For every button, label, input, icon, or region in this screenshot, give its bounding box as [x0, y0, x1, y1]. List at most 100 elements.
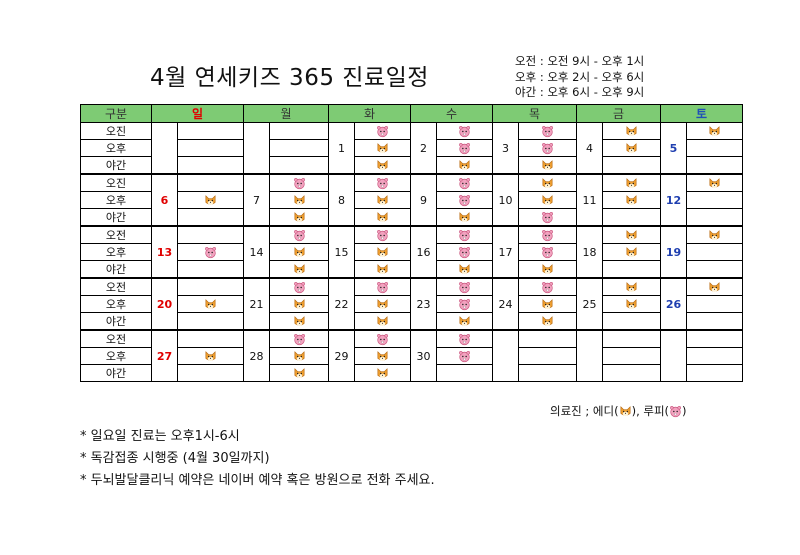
slot-cell	[686, 347, 743, 365]
eddy-fox-icon	[293, 367, 306, 380]
slot-cell	[518, 329, 577, 348]
slot-cell	[686, 277, 743, 296]
day-number	[576, 329, 603, 382]
week-3-row: 야간	[80, 260, 743, 279]
loopy-beaver-icon	[458, 350, 471, 363]
slot-cell	[269, 364, 329, 382]
slot-cell	[602, 295, 661, 313]
eddy-fox-icon	[204, 298, 217, 311]
eddy-fox-icon	[708, 229, 721, 242]
slot-cell	[436, 347, 493, 365]
loopy-beaver-icon	[293, 177, 306, 190]
doctor-legend-mid: ), 루피(	[631, 404, 670, 418]
slot-cell	[436, 225, 493, 244]
slot-cell	[686, 364, 743, 382]
eddy-fox-icon	[708, 125, 721, 138]
eddy-fox-icon	[204, 350, 217, 363]
eddy-fox-icon	[376, 350, 389, 363]
slot-cell	[602, 122, 661, 140]
slot-cell	[436, 364, 493, 382]
day-number: 12	[660, 173, 687, 227]
slot-label: 야간	[80, 260, 152, 279]
slot-cell	[354, 347, 411, 365]
slot-cell	[518, 122, 577, 140]
slot-cell	[686, 173, 743, 192]
slot-cell	[686, 122, 743, 140]
loopy-beaver-icon	[204, 246, 217, 259]
doctor-legend-suffix: )	[682, 404, 687, 418]
header-row: 구분 일 월 화 수 목 금 토	[80, 104, 743, 123]
eddy-fox-icon	[458, 211, 471, 224]
slot-cell	[269, 225, 329, 244]
eddy-fox-icon	[541, 177, 554, 190]
day-number: 1	[328, 122, 355, 175]
slot-cell	[436, 191, 493, 209]
day-number	[151, 122, 178, 175]
day-number: 2	[410, 122, 437, 175]
slot-cell	[354, 329, 411, 348]
day-number: 25	[576, 277, 603, 331]
slot-cell	[602, 277, 661, 296]
day-number	[492, 329, 519, 382]
day-number: 20	[151, 277, 178, 331]
loopy-beaver-icon	[541, 211, 554, 224]
eddy-fox-icon	[541, 194, 554, 207]
loopy-beaver-icon	[541, 246, 554, 259]
loopy-beaver-icon	[376, 125, 389, 138]
slot-cell	[518, 173, 577, 192]
eddy-fox-icon	[625, 125, 638, 138]
slot-cell	[269, 208, 329, 227]
loopy-beaver-icon	[293, 333, 306, 346]
day-number: 27	[151, 329, 178, 382]
eddy-fox-icon	[293, 211, 306, 224]
eddy-fox-icon	[376, 298, 389, 311]
day-number: 23	[410, 277, 437, 331]
slot-cell	[354, 156, 411, 175]
slot-cell	[602, 225, 661, 244]
eddy-fox-icon	[625, 246, 638, 259]
slot-cell	[518, 191, 577, 209]
header-mon: 월	[243, 104, 329, 123]
day-number: 9	[410, 173, 437, 227]
eddy-fox-icon	[293, 263, 306, 276]
day-number: 29	[328, 329, 355, 382]
note-sunday: * 일요일 진료는 오후1시-6시	[80, 429, 240, 444]
slot-label: 야간	[80, 312, 152, 331]
loopy-beaver-icon	[458, 246, 471, 259]
day-number: 16	[410, 225, 437, 279]
slot-cell	[269, 295, 329, 313]
day-number: 21	[243, 277, 270, 331]
loopy-beaver-icon	[669, 405, 682, 418]
eddy-fox-icon	[708, 177, 721, 190]
week-1-row: 오진 1 2 3 4 5	[80, 122, 743, 175]
slot-label: 오후	[80, 191, 152, 209]
loopy-beaver-icon	[458, 229, 471, 242]
week-2-row: 오진 6 7 8 9 10 11 12	[80, 173, 743, 227]
slot-cell	[177, 277, 244, 296]
slot-label: 오후	[80, 243, 152, 261]
slot-cell	[518, 208, 577, 227]
eddy-fox-icon	[625, 142, 638, 155]
slot-cell	[177, 173, 244, 192]
slot-cell	[686, 225, 743, 244]
eddy-fox-icon	[541, 298, 554, 311]
eddy-fox-icon	[625, 281, 638, 294]
slot-label: 야간	[80, 208, 152, 227]
slot-cell	[177, 364, 244, 382]
eddy-fox-icon	[541, 315, 554, 328]
day-number: 3	[492, 122, 519, 175]
slot-cell	[177, 347, 244, 365]
eddy-fox-icon	[458, 159, 471, 172]
slot-cell	[518, 347, 577, 365]
header-sat: 토	[660, 104, 743, 123]
day-number: 22	[328, 277, 355, 331]
slot-cell	[269, 243, 329, 261]
week-4-row: 야간	[80, 312, 743, 331]
slot-cell	[686, 208, 743, 227]
slot-cell	[518, 260, 577, 279]
loopy-beaver-icon	[376, 229, 389, 242]
loopy-beaver-icon	[458, 142, 471, 155]
eddy-fox-icon	[293, 298, 306, 311]
eddy-fox-icon	[541, 263, 554, 276]
slot-cell	[518, 364, 577, 382]
